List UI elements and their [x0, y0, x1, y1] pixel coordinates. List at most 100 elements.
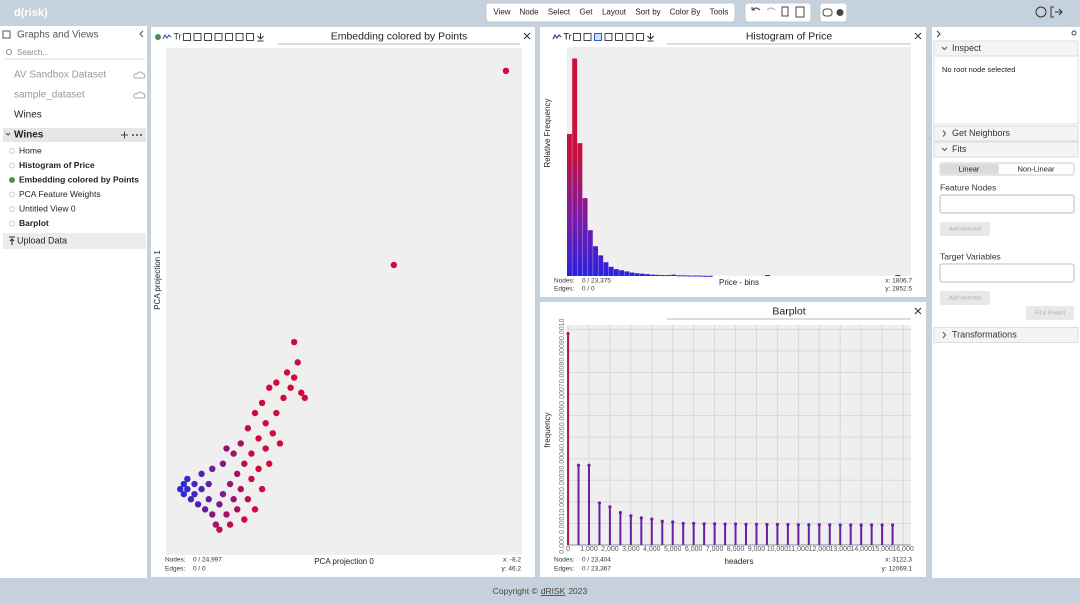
- close-icon[interactable]: [523, 32, 531, 40]
- histogram-bar: [629, 272, 635, 276]
- upload-row[interactable]: [3, 233, 146, 249]
- section-header[interactable]: [933, 141, 1079, 158]
- tool-icon[interactable]: [214, 33, 223, 41]
- point: [301, 394, 309, 402]
- cursor-readout: x: 3122.3: [885, 557, 912, 564]
- more-icon[interactable]: [140, 134, 142, 136]
- tool-icon[interactable]: [246, 33, 254, 41]
- point: [298, 389, 305, 396]
- upload-button[interactable]: Upload Data: [17, 235, 67, 245]
- tool-icon[interactable]: Tr: [564, 31, 572, 41]
- bar: [629, 515, 632, 545]
- section-header[interactable]: [933, 125, 1079, 142]
- search-input[interactable]: Search...: [17, 48, 49, 57]
- menu-item[interactable]: View: [493, 8, 510, 17]
- y-tick-label: 0.0007: [559, 383, 566, 405]
- point: [283, 369, 291, 376]
- x-tick-label: 9,000: [748, 546, 766, 553]
- bar-cap: [890, 523, 895, 527]
- more-icon[interactable]: [132, 134, 134, 136]
- tool-icon[interactable]: [625, 33, 634, 41]
- tool-icon[interactable]: Tr: [174, 31, 182, 41]
- download-icon[interactable]: [647, 33, 654, 42]
- undo-icon[interactable]: [751, 7, 761, 11]
- bar-cap: [870, 523, 874, 527]
- settings-icon[interactable]: [1071, 30, 1077, 36]
- tool-icon[interactable]: [573, 33, 581, 41]
- tool-icon[interactable]: [552, 34, 562, 40]
- bar: [682, 523, 685, 545]
- tool-icon[interactable]: [594, 33, 602, 41]
- view-item[interactable]: Histogram of Price: [19, 160, 95, 170]
- stat-label: Edges:: [165, 566, 185, 573]
- logout-icon[interactable]: [1050, 6, 1063, 18]
- view-item[interactable]: Untitled View 0: [19, 203, 76, 213]
- section-header[interactable]: [933, 327, 1079, 343]
- text-input[interactable]: [939, 194, 1075, 214]
- menu-item[interactable]: Tools: [710, 8, 729, 17]
- paste-icon[interactable]: [795, 6, 805, 18]
- copy-icon[interactable]: [781, 6, 789, 17]
- button[interactable]: [1026, 306, 1074, 320]
- menu-item[interactable]: Get: [580, 8, 594, 17]
- text-input[interactable]: [939, 263, 1075, 283]
- view-item[interactable]: Barplot: [19, 218, 49, 228]
- logo: d(risk): [14, 7, 48, 19]
- bar-cap: [713, 522, 717, 526]
- bar-cap: [639, 516, 643, 520]
- bar-cap: [744, 522, 748, 526]
- expand-panel-icon[interactable]: [936, 30, 941, 38]
- close-icon[interactable]: [914, 32, 922, 40]
- add-icon[interactable]: [121, 131, 128, 139]
- segment-option[interactable]: Non-Linear: [1017, 164, 1055, 173]
- section-title[interactable]: Wines: [14, 130, 44, 141]
- tool-icon[interactable]: [636, 33, 644, 41]
- dataset-item[interactable]: AV Sandbox Dataset: [14, 70, 106, 81]
- segment-option[interactable]: Linear: [959, 164, 980, 173]
- collapse-icon[interactable]: [139, 30, 144, 38]
- dataset-item[interactable]: sample_dataset: [14, 90, 85, 101]
- menu-item[interactable]: Color By: [670, 8, 701, 17]
- download-icon[interactable]: [257, 33, 264, 42]
- tool-icon[interactable]: [615, 33, 623, 41]
- section-header: [3, 128, 146, 142]
- segment-selected[interactable]: [941, 164, 999, 174]
- dataset-item[interactable]: Wines: [14, 110, 42, 121]
- tool-icon[interactable]: [235, 33, 244, 41]
- more-icon[interactable]: [136, 134, 138, 136]
- tool-icon[interactable]: Tr: [564, 31, 572, 41]
- button[interactable]: [940, 222, 990, 236]
- histogram-bar: [608, 266, 614, 276]
- point: [209, 465, 216, 473]
- tool-icon[interactable]: [583, 33, 592, 41]
- view-item[interactable]: Embedding colored by Points: [19, 174, 139, 184]
- tool-icon[interactable]: [162, 34, 172, 40]
- button[interactable]: [940, 291, 990, 305]
- point: [258, 485, 266, 493]
- point: [205, 480, 212, 488]
- tool-icon[interactable]: [204, 33, 212, 41]
- tool-icon[interactable]: [183, 33, 191, 41]
- bar: [713, 523, 716, 545]
- view-item[interactable]: Home: [19, 145, 42, 155]
- bar-cap: [880, 523, 884, 527]
- mode-toggle[interactable]: [819, 2, 848, 23]
- view-item[interactable]: PCA Feature Weights: [19, 189, 101, 199]
- menu-item[interactable]: Sort by: [635, 8, 660, 17]
- bar: [567, 333, 570, 545]
- point: [237, 485, 244, 493]
- tool-icon[interactable]: [225, 33, 233, 41]
- cloud-icon: [133, 71, 146, 79]
- menu-item[interactable]: Select: [548, 8, 571, 17]
- cursor-readout: y: 2852.5: [885, 286, 912, 293]
- close-icon[interactable]: [914, 307, 922, 315]
- point: [201, 506, 209, 513]
- menu-item[interactable]: Layout: [602, 8, 627, 17]
- bar: [818, 524, 821, 545]
- tool-icon[interactable]: [193, 33, 202, 41]
- redo-icon[interactable]: [766, 7, 776, 11]
- menu-item[interactable]: Node: [519, 8, 539, 17]
- help-icon[interactable]: [1035, 6, 1047, 18]
- tool-icon[interactable]: [604, 33, 613, 41]
- footer-link[interactable]: dRISK: [541, 586, 566, 596]
